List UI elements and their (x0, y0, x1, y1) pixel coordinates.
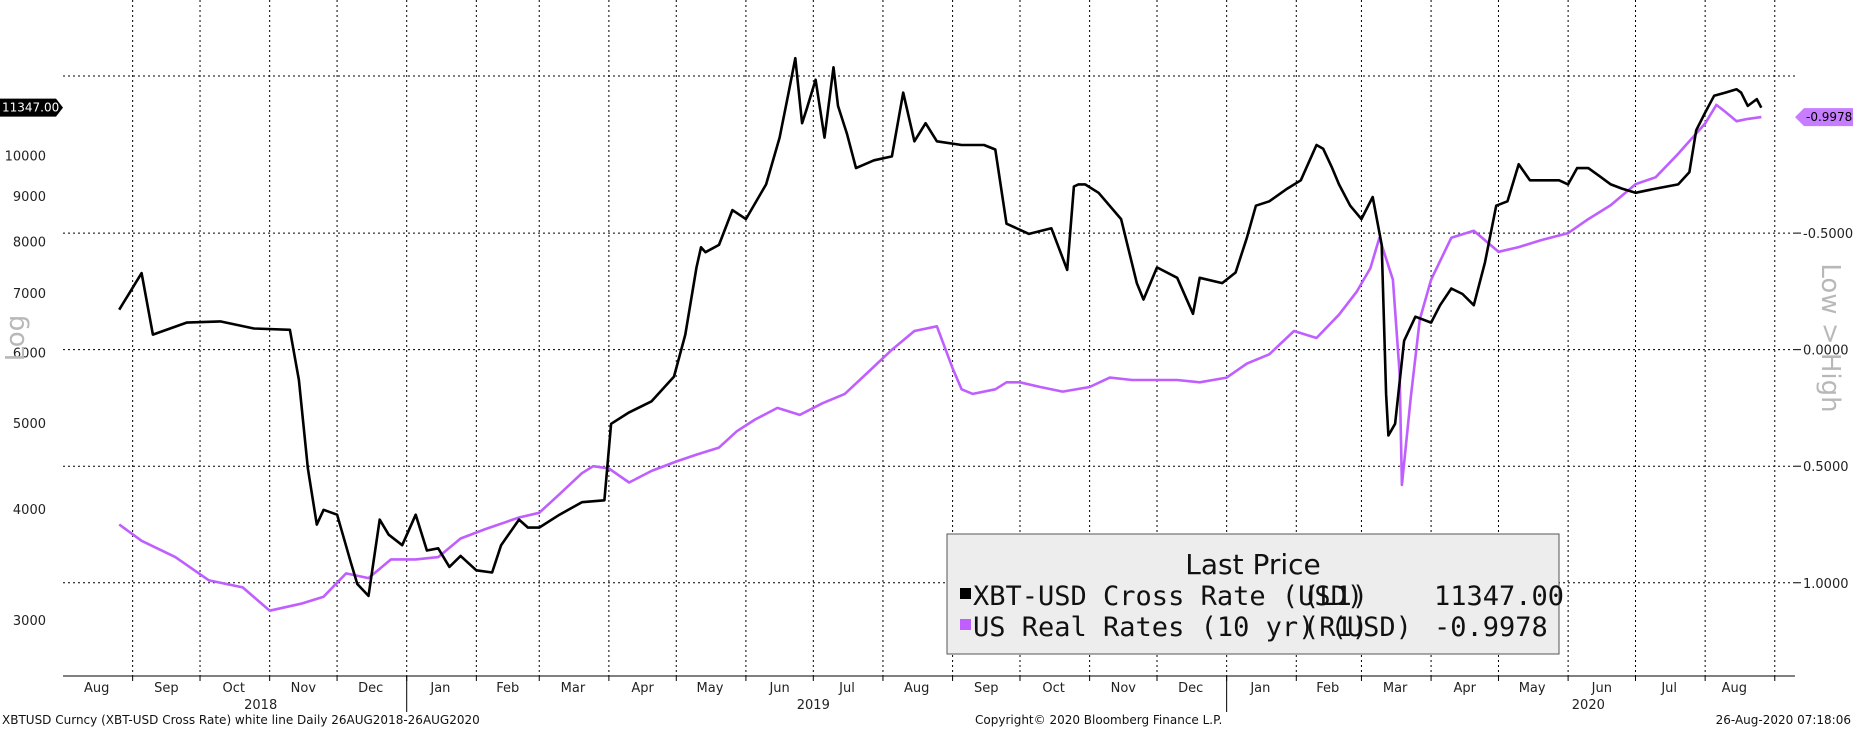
left-tick-label: 5000 (13, 417, 46, 432)
left-tick-label: 9000 (13, 190, 46, 205)
x-year-label: 2020 (1572, 698, 1605, 713)
left-axis-ticks: 3000 4000 5000 6000 7000 8000 9000 10000 (5, 149, 46, 628)
x-month-label: Apr (631, 681, 654, 696)
legend-value-rates: -0.9978 (1434, 612, 1548, 643)
left-tick-label: 8000 (13, 235, 46, 250)
right-tick-label: 1.0000 (1803, 577, 1849, 592)
legend-title: Last Price (1185, 548, 1321, 581)
x-month-label: Nov (1111, 681, 1137, 696)
x-month-label: Jan (1249, 681, 1270, 696)
x-month-label: Dec (1178, 681, 1203, 696)
x-month-label: Nov (291, 681, 317, 696)
rates-last-value-tag: -0.9978 (1795, 108, 1853, 127)
right-tick-label: 0.0000 (1803, 344, 1849, 359)
legend-swatch-xbt (960, 588, 971, 599)
series-lines (118, 56, 1763, 613)
x-month-label: Jun (768, 681, 789, 696)
left-tick-label: 3000 (13, 614, 46, 629)
x-month-label: Oct (222, 681, 244, 696)
rates-tag-value: -0.9978 (1806, 110, 1852, 124)
x-month-label: Aug (84, 681, 109, 696)
x-month-label: Jul (1660, 681, 1677, 696)
xbt-usd-line (118, 56, 1763, 598)
x-month-label: Jan (429, 681, 450, 696)
x-year-label: 2018 (244, 698, 277, 713)
right-tick-label: -0.5000 (1803, 227, 1853, 242)
x-month-label: Jun (1591, 681, 1612, 696)
left-tick-label: 6000 (13, 346, 46, 361)
left-tick-label: 4000 (13, 503, 46, 518)
xbt-last-value-tag: 11347.00 (0, 98, 63, 117)
x-month-label: Aug (904, 681, 929, 696)
x-month-label: Sep (974, 681, 999, 696)
x-month-label: Apr (1454, 681, 1477, 696)
legend-label-xbt: XBT-USD Cross Rate (USD) (973, 581, 1363, 612)
right-tick-label: 0.5000 (1803, 460, 1849, 475)
xbt-tag-shape (0, 98, 63, 117)
right-scale-label: Low > High (1815, 263, 1845, 412)
x-month-label: Mar (1383, 681, 1408, 696)
x-month-label: Jul (838, 681, 855, 696)
legend: Last Price XBT-USD Cross Rate (USD) (L1)… (946, 533, 1564, 655)
footer-timestamp: 26-Aug-2020 07:18:06 (1716, 713, 1851, 727)
legend-axis-rates: (R1) (1303, 612, 1368, 643)
left-tick-label: 7000 (13, 287, 46, 302)
x-month-label: Aug (1722, 681, 1747, 696)
footer-source: XBTUSD Curncy (XBT-USD Cross Rate) white… (2, 713, 480, 727)
left-tick-label: 10000 (5, 149, 46, 164)
gridlines (63, 0, 1795, 676)
legend-swatch-rates (960, 619, 971, 630)
left-scale-label: Log (1, 315, 31, 361)
x-month-label: May (697, 681, 724, 696)
rates-tag-shape (1795, 108, 1853, 127)
x-month-label: Sep (154, 681, 179, 696)
x-month-label: Oct (1042, 681, 1064, 696)
right-axis-ticks: -0.5000 0.0000 0.5000 1.0000 (1795, 227, 1853, 592)
xbt-tag-value: 11347.00 (2, 101, 59, 115)
legend-box (946, 533, 1560, 655)
legend-value-xbt: 11347.00 (1434, 581, 1564, 612)
x-month-label: Feb (1316, 681, 1339, 696)
footer-copyright: Copyright© 2020 Bloomberg Finance L.P. (975, 713, 1222, 727)
x-month-label: Feb (496, 681, 519, 696)
us-real-rates-line (118, 103, 1762, 613)
x-month-label: May (1519, 681, 1546, 696)
legend-axis-xbt: (L1) (1303, 581, 1368, 612)
x-month-label: Mar (561, 681, 586, 696)
legend-label-rates: US Real Rates (10 yr) (USD) (973, 612, 1412, 643)
x-axis-ticks: Aug Sep Oct Nov Dec Jan Feb Mar Apr May Jun Jul Aug S… (84, 676, 1776, 713)
x-year-label: 2019 (797, 698, 830, 713)
x-month-label: Dec (358, 681, 383, 696)
